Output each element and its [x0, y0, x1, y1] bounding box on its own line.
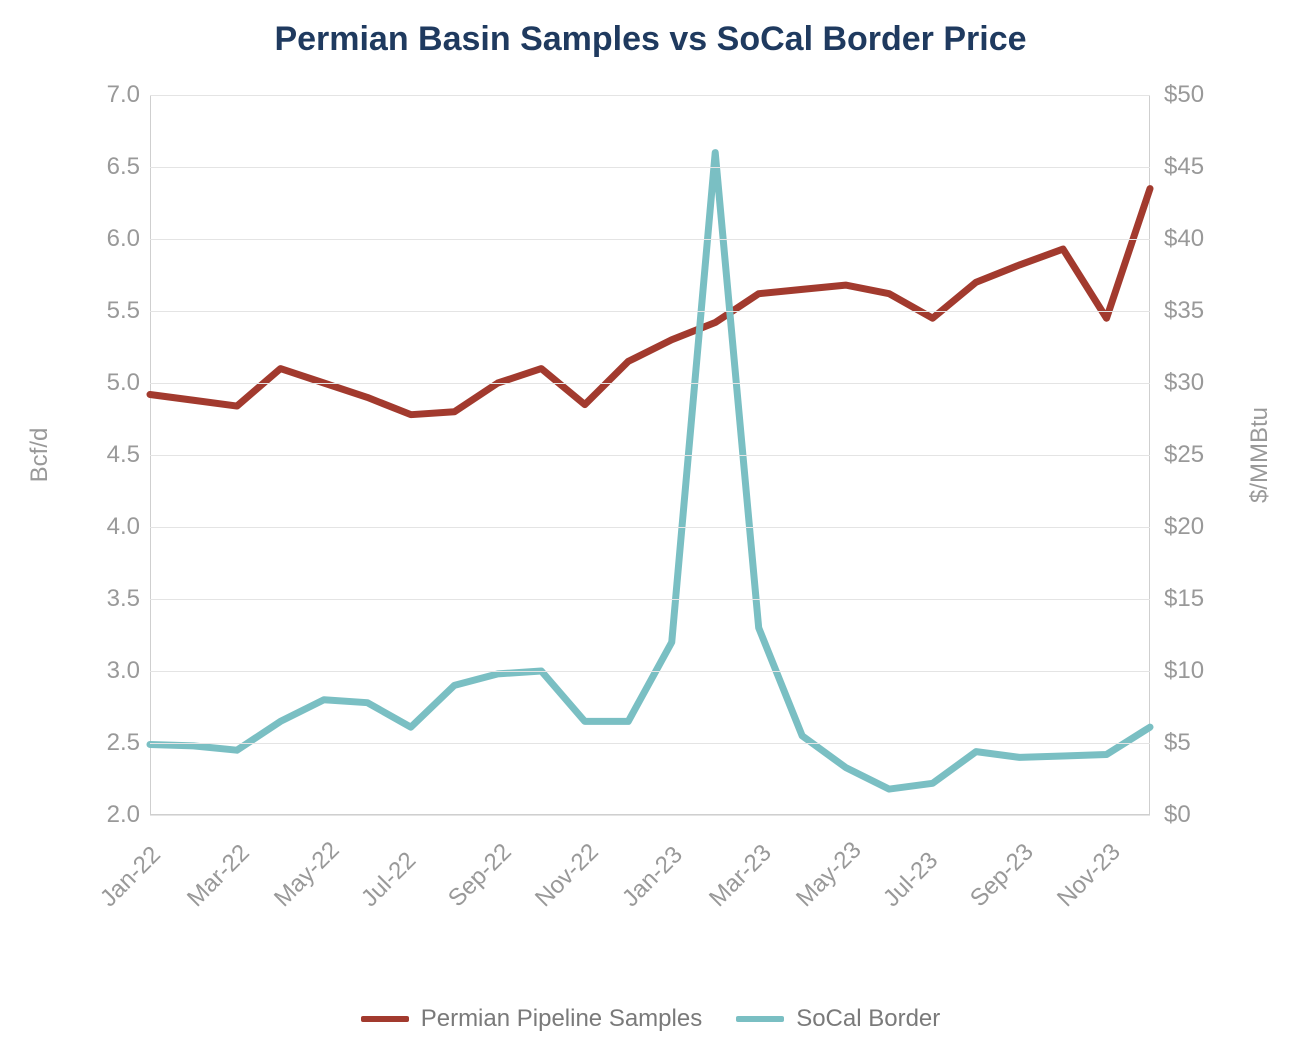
y-right-tick: $30 — [1164, 369, 1204, 397]
x-tick: Jul-23 — [878, 847, 944, 913]
y-right-tick: $40 — [1164, 225, 1204, 253]
gridline — [150, 383, 1150, 384]
gridline — [150, 671, 1150, 672]
y-left-tick: 7.0 — [90, 81, 140, 109]
y-right-tick: $25 — [1164, 441, 1204, 469]
y-left-tick: 5.5 — [90, 297, 140, 325]
gridline — [150, 815, 1150, 816]
legend-label: SoCal Border — [796, 1005, 940, 1033]
y-right-tick: $20 — [1164, 513, 1204, 541]
y-right-tick: $0 — [1164, 801, 1191, 829]
gridline — [150, 527, 1150, 528]
y-right-tick: $15 — [1164, 585, 1204, 613]
y-axis-right-label: $/MMBtu — [1246, 407, 1274, 503]
x-tick: Jan-22 — [95, 841, 167, 913]
y-left-tick: 3.0 — [90, 657, 140, 685]
y-left-tick: 6.0 — [90, 225, 140, 253]
gridline — [150, 599, 1150, 600]
y-left-tick: 3.5 — [90, 585, 140, 613]
y-left-tick: 2.0 — [90, 801, 140, 829]
gridline — [150, 455, 1150, 456]
series-line — [150, 153, 1150, 789]
legend-label: Permian Pipeline Samples — [421, 1005, 702, 1033]
x-tick: Jul-22 — [356, 847, 422, 913]
legend-swatch — [736, 1016, 784, 1022]
legend-swatch — [361, 1016, 409, 1022]
legend: Permian Pipeline Samples SoCal Border — [0, 1005, 1301, 1033]
x-tick: Jan-23 — [617, 841, 689, 913]
x-tick: Sep-23 — [965, 838, 1040, 913]
y-left-tick: 4.5 — [90, 441, 140, 469]
y-left-tick: 5.0 — [90, 369, 140, 397]
y-right-tick: $35 — [1164, 297, 1204, 325]
x-tick: Nov-23 — [1052, 838, 1127, 913]
y-right-tick: $10 — [1164, 657, 1204, 685]
gridline — [150, 95, 1150, 96]
x-tick: May-23 — [791, 836, 867, 912]
plot-area — [150, 95, 1150, 815]
x-tick: Sep-22 — [443, 838, 518, 913]
x-tick: May-22 — [269, 836, 345, 912]
chart-container: Permian Basin Samples vs SoCal Border Pr… — [0, 0, 1301, 1053]
legend-item: Permian Pipeline Samples — [361, 1005, 702, 1033]
y-right-tick: $5 — [1164, 729, 1191, 757]
y-left-tick: 6.5 — [90, 153, 140, 181]
y-right-tick: $45 — [1164, 153, 1204, 181]
gridline — [150, 167, 1150, 168]
gridline — [150, 743, 1150, 744]
y-left-tick: 2.5 — [90, 729, 140, 757]
gridline — [150, 311, 1150, 312]
series-line — [150, 189, 1150, 415]
y-right-tick: $50 — [1164, 81, 1204, 109]
y-left-tick: 4.0 — [90, 513, 140, 541]
x-tick: Nov-22 — [530, 838, 605, 913]
gridline — [150, 239, 1150, 240]
legend-item: SoCal Border — [736, 1005, 940, 1033]
x-tick: Mar-23 — [704, 839, 778, 913]
y-axis-left-label: Bcf/d — [26, 428, 54, 483]
x-tick: Mar-22 — [182, 839, 256, 913]
chart-title: Permian Basin Samples vs SoCal Border Pr… — [0, 20, 1301, 59]
